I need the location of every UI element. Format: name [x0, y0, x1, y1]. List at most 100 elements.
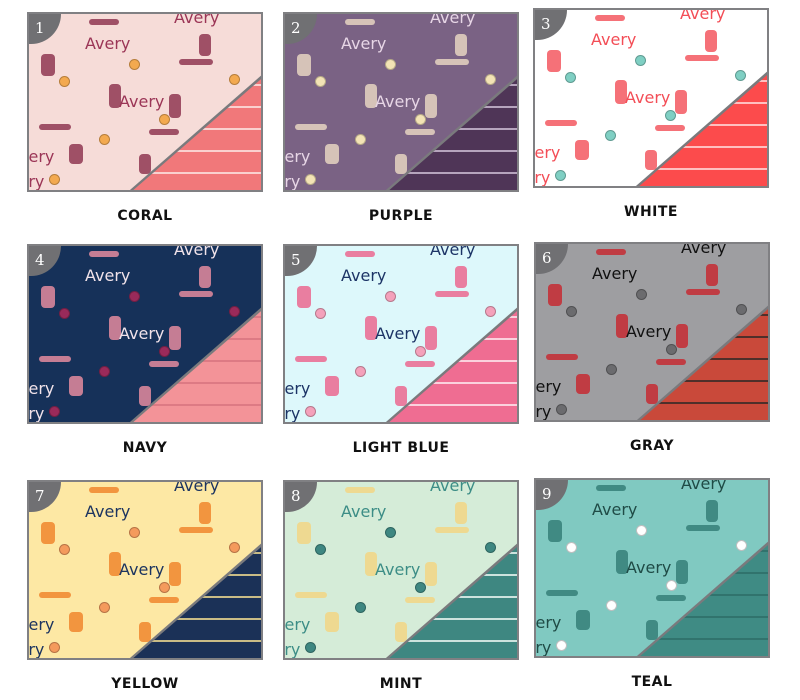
- ball-icon: [229, 542, 240, 553]
- athlete-figure: [325, 144, 339, 164]
- athlete-figure: [149, 129, 179, 135]
- swatch-card-yellow[interactable]: AveryAveryAveryAveryAvery 7 YELLOW: [27, 480, 263, 692]
- pattern-swatch[interactable]: AveryAveryAveryAveryAvery 7: [27, 480, 263, 660]
- stripe-line: [131, 640, 261, 642]
- name-text: Avery: [534, 168, 551, 187]
- athlete-figure: [545, 120, 577, 126]
- athlete-figure: [199, 502, 211, 524]
- pattern-swatch[interactable]: AveryAveryAveryAveryAvery 5: [283, 244, 519, 424]
- athlete-figure: [149, 597, 179, 603]
- swatch-card-coral[interactable]: AveryAveryAveryAveryAvery 1 CORAL: [27, 12, 263, 224]
- athlete-figure: [596, 249, 626, 255]
- ball-icon: [555, 170, 566, 181]
- athlete-figure: [705, 30, 717, 52]
- athlete-figure: [295, 124, 327, 130]
- athlete-figure: [325, 376, 339, 396]
- athlete-figure: [295, 592, 327, 598]
- ball-icon: [355, 134, 366, 145]
- athlete-figure: [169, 562, 181, 586]
- ball-icon: [159, 114, 170, 125]
- name-text: Avery: [534, 143, 561, 162]
- name-text: Avery: [284, 379, 311, 398]
- athlete-figure: [425, 326, 437, 350]
- name-text: Avery: [284, 640, 301, 659]
- ball-icon: [129, 59, 140, 70]
- pattern-swatch[interactable]: AveryAveryAveryAveryAvery 4: [27, 244, 263, 424]
- athlete-figure: [295, 356, 327, 362]
- athlete-figure: [576, 374, 590, 394]
- name-text: Avery: [535, 638, 552, 657]
- athlete-figure: [41, 286, 55, 308]
- stripe-line: [387, 382, 517, 384]
- swatch-card-teal[interactable]: AveryAveryAveryAveryAvery 9 TEAL: [534, 478, 770, 690]
- swatch-card-navy[interactable]: AveryAveryAveryAveryAvery 4 NAVY: [27, 244, 263, 456]
- swatch-label: MINT: [379, 676, 423, 692]
- athlete-figure: [365, 84, 377, 108]
- athlete-figure: [646, 384, 658, 404]
- ball-icon: [49, 642, 60, 653]
- athlete-figure: [405, 361, 435, 367]
- athlete-figure: [706, 264, 718, 286]
- name-text: Avery: [85, 34, 131, 53]
- ball-icon: [59, 544, 70, 555]
- ball-icon: [315, 308, 326, 319]
- name-text: Avery: [681, 478, 727, 493]
- ball-icon: [385, 59, 396, 70]
- swatch-card-white[interactable]: AveryAveryAveryAveryAvery 3 WHITE: [533, 8, 769, 220]
- stripe-line: [131, 382, 261, 384]
- ball-icon: [736, 540, 747, 551]
- ball-icon: [305, 406, 316, 417]
- swatch-number-badge: 8: [285, 482, 317, 512]
- stripe-line: [131, 150, 261, 152]
- ball-icon: [485, 306, 496, 317]
- swatch-card-purple[interactable]: AveryAveryAveryAveryAvery 2 PURPLE: [283, 12, 519, 224]
- athlete-figure: [139, 386, 151, 406]
- athlete-figure: [39, 592, 71, 598]
- athlete-figure: [69, 612, 83, 632]
- stripe-line: [387, 150, 517, 152]
- stripe-line: [638, 402, 768, 404]
- athlete-figure: [455, 502, 467, 524]
- name-text: Avery: [85, 266, 131, 285]
- athlete-figure: [199, 266, 211, 288]
- stripe-line: [387, 640, 517, 642]
- athlete-figure: [109, 552, 121, 576]
- ball-icon: [305, 642, 316, 653]
- athlete-figure: [179, 527, 213, 533]
- ball-icon: [315, 544, 326, 555]
- stripe-line: [131, 172, 261, 174]
- name-text: Avery: [119, 324, 165, 343]
- athlete-figure: [675, 90, 687, 114]
- ball-icon: [49, 406, 60, 417]
- swatch-card-mint[interactable]: Avery Avery Avery Avery Avery 8 MINT: [283, 480, 519, 692]
- pattern-swatch[interactable]: AveryAveryAveryAveryAvery 1: [27, 12, 263, 192]
- ball-icon: [229, 74, 240, 85]
- swatch-label: LIGHT BLUE: [352, 440, 450, 456]
- athlete-figure: [645, 150, 657, 170]
- athlete-figure: [149, 361, 179, 367]
- ball-icon: [606, 600, 617, 611]
- name-text: Avery: [119, 92, 165, 111]
- athlete-figure: [179, 291, 213, 297]
- name-text: Avery: [680, 8, 726, 23]
- pattern-swatch[interactable]: AveryAveryAveryAveryAvery 3: [533, 8, 769, 188]
- ball-icon: [159, 346, 170, 357]
- pattern-swatch[interactable]: AveryAveryAveryAveryAvery 2: [283, 12, 519, 192]
- ball-icon: [636, 289, 647, 300]
- name-text: Avery: [626, 322, 672, 341]
- athlete-figure: [596, 485, 626, 491]
- swatch-card-light-blue[interactable]: AveryAveryAveryAveryAvery 5 LIGHT BLUE: [283, 244, 519, 456]
- pattern-swatch[interactable]: AveryAveryAveryAveryAvery 6: [534, 242, 770, 422]
- pattern-swatch[interactable]: AveryAveryAveryAveryAvery 9: [534, 478, 770, 658]
- ball-icon: [636, 525, 647, 536]
- athlete-figure: [297, 522, 311, 544]
- ball-icon: [556, 404, 567, 415]
- athlete-figure: [655, 125, 685, 131]
- swatch-label: YELLOW: [111, 676, 179, 692]
- ball-icon: [485, 74, 496, 85]
- athlete-figure: [89, 19, 119, 25]
- swatch-card-gray[interactable]: AveryAveryAveryAveryAvery 6 GRAY: [534, 242, 770, 454]
- athlete-figure: [169, 94, 181, 118]
- pattern-swatch[interactable]: Avery Avery Avery Avery Avery 8: [283, 480, 519, 660]
- athlete-figure: [706, 500, 718, 522]
